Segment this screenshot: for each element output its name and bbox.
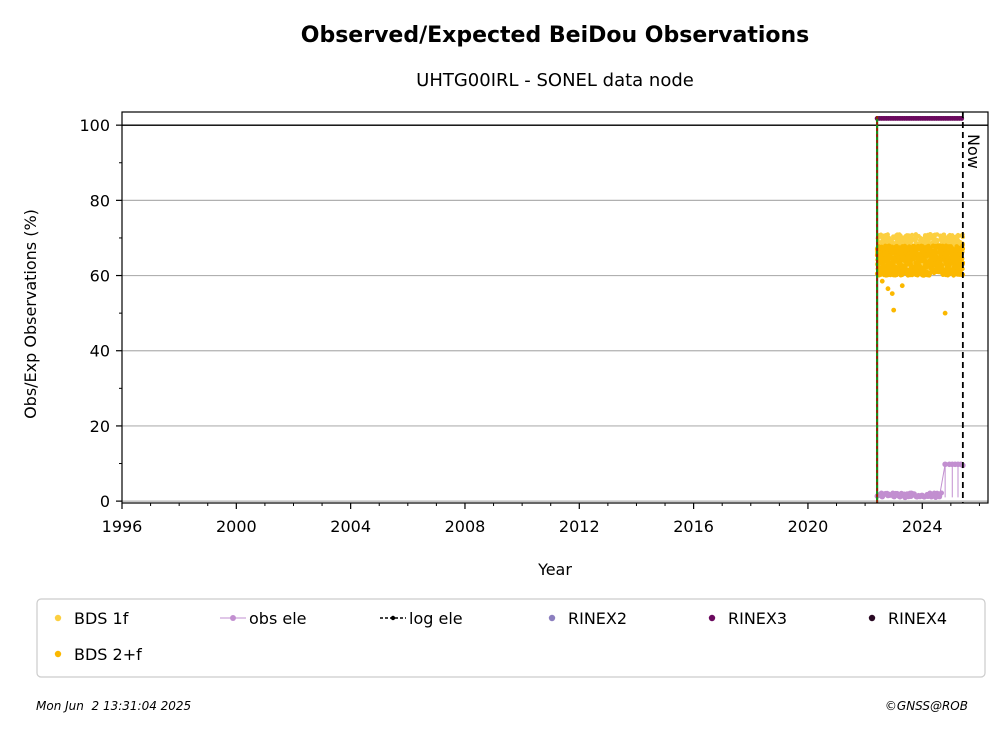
bds-2f-point	[960, 246, 966, 251]
x-tick-label: 2000	[216, 517, 257, 536]
timestamp: Mon Jun 2 13:31:04 2025	[36, 699, 191, 713]
y-tick-label: 100	[79, 116, 110, 135]
legend-label: BDS 1f	[74, 609, 129, 628]
bds-2f-point	[889, 291, 895, 296]
obs-ele-point	[902, 494, 908, 501]
y-tick-label: 0	[100, 492, 110, 511]
y-tick-label: 40	[90, 342, 110, 361]
legend-label: RINEX4	[888, 609, 947, 628]
x-tick-label: 2016	[673, 517, 714, 536]
legend-marker	[230, 615, 236, 621]
obs-ele-point	[890, 493, 897, 500]
legend-marker	[54, 650, 62, 658]
reference-lines	[122, 112, 988, 503]
legend-label: obs ele	[249, 609, 307, 628]
x-tick-label: 2024	[902, 517, 943, 536]
obs-ele-point	[913, 493, 920, 500]
credit: ©GNSS@ROB	[885, 699, 968, 713]
plot-frame	[121, 111, 989, 504]
now-label: Now	[964, 134, 983, 169]
x-tick-label: 2012	[559, 517, 600, 536]
plot-data	[874, 115, 966, 501]
legend-label: log ele	[409, 609, 463, 628]
bds-2f-point	[885, 286, 891, 292]
bds-2f-point	[942, 310, 948, 316]
bds-2f-point	[879, 278, 885, 284]
chart-title: Observed/Expected BeiDou Observations	[301, 23, 810, 48]
axes: 0 20 40 60 80 100 1996 2000 2004 2008 2012 2016 2020…	[79, 116, 980, 536]
obs-ele-point	[930, 493, 937, 499]
bds-2f-point	[899, 283, 905, 289]
bds-2f-point	[891, 307, 897, 313]
legend-marker	[54, 614, 62, 622]
obs-ele-point	[908, 493, 914, 500]
obs-ele-point	[879, 493, 886, 500]
obs-ele-point	[936, 493, 943, 500]
x-axis-label: Year	[537, 560, 572, 579]
legend-box	[36, 598, 986, 678]
legend-label: RINEX2	[568, 609, 627, 628]
y-tick-label: 60	[90, 267, 110, 286]
chart-subtitle: UHTG00IRL - SONEL data node	[416, 70, 694, 91]
obs-ele-point	[925, 493, 931, 500]
legend-marker	[548, 614, 556, 622]
legend-label: RINEX3	[728, 609, 787, 628]
obs-ele-point	[885, 492, 891, 499]
legend: BDS 1f obs ele log ele RINEX2 RINEX3 RINEX4 BD…	[54, 609, 947, 664]
y-tick-label: 80	[90, 191, 110, 210]
legend-marker	[868, 614, 876, 622]
y-axis-label: Obs/Exp Observations (%)	[21, 209, 40, 419]
x-tick-label: 2008	[445, 517, 486, 536]
x-tick-label: 2020	[788, 517, 829, 536]
obs-ele-point	[919, 492, 926, 499]
legend-marker	[708, 614, 716, 622]
y-tick-label: 20	[90, 417, 110, 436]
bds-2f-point	[951, 269, 957, 275]
legend-marker	[390, 615, 396, 621]
x-tick-label: 2004	[330, 517, 371, 536]
x-tick-label: 1996	[102, 517, 143, 536]
grid	[122, 124, 988, 502]
legend-label: BDS 2+f	[74, 645, 142, 664]
obs-ele-point	[896, 493, 903, 499]
